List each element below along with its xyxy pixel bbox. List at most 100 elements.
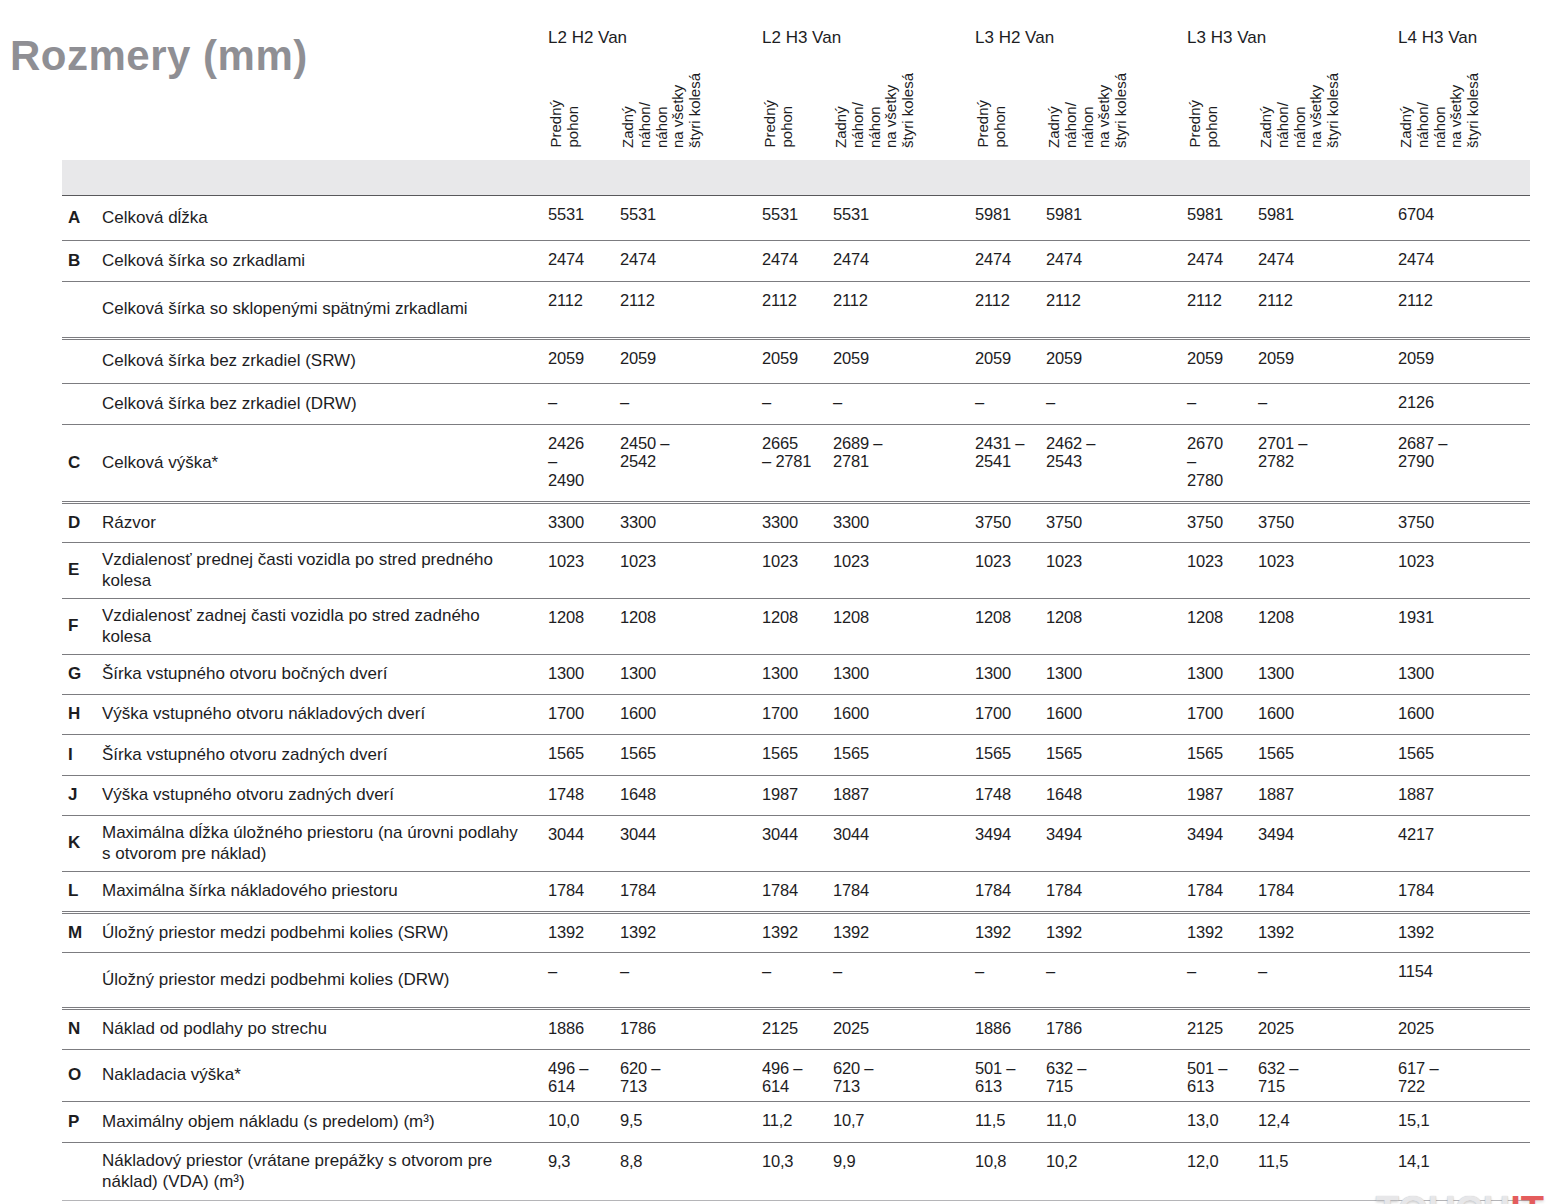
value-cell: 1600 — [833, 694, 975, 734]
column-subheader: Zadný náhon/ náhon na všetky štyri koles… — [620, 52, 762, 160]
row-label: Úložný priestor medzi podbehmi kolies (S… — [102, 912, 548, 952]
header-band-row — [62, 160, 1530, 195]
row-label: Celková šírka so sklopenými spätnými zrk… — [102, 281, 548, 338]
value-cell: 1748 — [548, 775, 620, 815]
value-cell: 1565 — [620, 734, 762, 775]
value-cell: 5531 — [762, 195, 833, 240]
table-row: JVýška vstupného otvoru zadných dverí174… — [62, 775, 1530, 815]
value-cell: 13,0 — [1187, 1101, 1258, 1142]
value-cell: 1208 — [1187, 598, 1258, 654]
column-subheader: Zadný náhon/ náhon na všetky štyri koles… — [833, 52, 975, 160]
value-cell: 5981 — [1187, 195, 1258, 240]
table-row: DRázvor330033003300330037503750375037503… — [62, 502, 1530, 542]
value-cell: 11,0 — [1046, 1101, 1187, 1142]
row-letter: E — [62, 542, 102, 598]
value-cell: 1300 — [762, 654, 833, 694]
value-cell: 3300 — [620, 502, 762, 542]
value-cell: 2670 – 2780 — [1187, 424, 1258, 502]
row-label: Rázvor — [102, 502, 548, 542]
value-cell: 2474 — [1046, 240, 1187, 281]
value-cell: 3750 — [1046, 502, 1187, 542]
value-cell: 8,8 — [620, 1142, 762, 1200]
value-cell: 1700 — [1187, 694, 1258, 734]
value-cell: 2474 — [620, 240, 762, 281]
value-cell: 2665 – 2781 — [762, 424, 833, 502]
value-cell: 3044 — [548, 815, 620, 871]
value-cell: 501 – 613 — [1187, 1049, 1258, 1101]
row-letter: K — [62, 815, 102, 871]
row-letter: G — [62, 654, 102, 694]
value-cell: 12,4 — [1258, 1101, 1398, 1142]
table-row: PMaximálny objem nákladu (s predelom) (m… — [62, 1101, 1530, 1142]
value-cell: 1392 — [975, 912, 1046, 952]
value-cell: 5981 — [1046, 195, 1187, 240]
value-cell: 2474 — [762, 240, 833, 281]
value-cell: 3750 — [975, 502, 1046, 542]
column-subheader-text: Predný pohon — [762, 100, 796, 148]
column-subheader: Zadný náhon/ náhon na všetky štyri koles… — [1398, 52, 1530, 160]
value-cell: 10,0 — [548, 1101, 620, 1142]
value-cell: 1700 — [762, 694, 833, 734]
value-cell: 1784 — [1046, 871, 1187, 912]
column-subheader-text: Predný pohon — [1187, 100, 1221, 148]
value-cell: 1931 — [1398, 598, 1530, 654]
value-cell: 3044 — [620, 815, 762, 871]
column-subheader: Predný pohon — [762, 52, 833, 160]
table-row: NNáklad od podlahy po strechu18861786212… — [62, 1008, 1530, 1049]
value-cell: 1600 — [1398, 694, 1530, 734]
value-cell: 2112 — [548, 281, 620, 338]
value-cell: 5981 — [1258, 195, 1398, 240]
value-cell: 12,0 — [1187, 1142, 1258, 1200]
column-subheader: Predný pohon — [548, 52, 620, 160]
row-letter: H — [62, 694, 102, 734]
page-title: Rozmery (mm) — [10, 32, 308, 80]
value-cell: 10,7 — [833, 1101, 975, 1142]
value-cell: 2474 — [975, 240, 1046, 281]
value-cell: 3494 — [1258, 815, 1398, 871]
row-label: Šírka vstupného otvoru zadných dverí — [102, 734, 548, 775]
table-row: EVzdialenosť prednej časti vozidla po st… — [62, 542, 1530, 598]
value-cell: 1392 — [1046, 912, 1187, 952]
value-cell: 2112 — [620, 281, 762, 338]
table-row: CCelková výška*2426 – 24902450 – 2542266… — [62, 424, 1530, 502]
row-label: Náklad od podlahy po strechu — [102, 1008, 548, 1049]
value-cell: 2112 — [1187, 281, 1258, 338]
row-letter — [62, 338, 102, 383]
value-cell: 632 – 715 — [1046, 1049, 1187, 1101]
value-cell: 3044 — [762, 815, 833, 871]
value-cell: 2059 — [1258, 338, 1398, 383]
value-cell: – — [548, 383, 620, 424]
value-cell: 1784 — [1258, 871, 1398, 912]
table-row: ACelková dĺžka55315531553155315981598159… — [62, 195, 1530, 240]
row-label: Vzdialenosť zadnej časti vozidla po stre… — [102, 598, 548, 654]
value-cell: 1023 — [548, 542, 620, 598]
value-cell: 1208 — [620, 598, 762, 654]
value-cell: 1887 — [833, 775, 975, 815]
table-row: HVýška vstupného otvoru nákladových dver… — [62, 694, 1530, 734]
value-cell: 1023 — [1398, 542, 1530, 598]
value-cell: – — [1258, 952, 1398, 1008]
row-letter: C — [62, 424, 102, 502]
value-cell: – — [762, 952, 833, 1008]
value-cell: 1565 — [833, 734, 975, 775]
row-letter: F — [62, 598, 102, 654]
table-row: Celková šírka so sklopenými spätnými zrk… — [62, 281, 1530, 338]
value-cell: 1565 — [1258, 734, 1398, 775]
value-cell: 2112 — [1046, 281, 1187, 338]
value-cell: 9,5 — [620, 1101, 762, 1142]
value-cell: 1600 — [620, 694, 762, 734]
value-cell: 2687 – 2790 — [1398, 424, 1530, 502]
value-cell: 620 – 713 — [620, 1049, 762, 1101]
row-letter: B — [62, 240, 102, 281]
value-cell: 2426 – 2490 — [548, 424, 620, 502]
row-label: Maximálny objem nákladu (s predelom) (m³… — [102, 1101, 548, 1142]
value-cell: 496 – 614 — [548, 1049, 620, 1101]
row-letter: L — [62, 871, 102, 912]
column-subheader-text: Zadný náhon/ náhon na všetky štyri koles… — [1398, 73, 1482, 148]
value-cell: 2059 — [620, 338, 762, 383]
value-cell: 620 – 713 — [833, 1049, 975, 1101]
value-cell: 1208 — [1258, 598, 1398, 654]
value-cell: 632 – 715 — [1258, 1049, 1398, 1101]
value-cell: 1023 — [1187, 542, 1258, 598]
value-cell: 1784 — [833, 871, 975, 912]
